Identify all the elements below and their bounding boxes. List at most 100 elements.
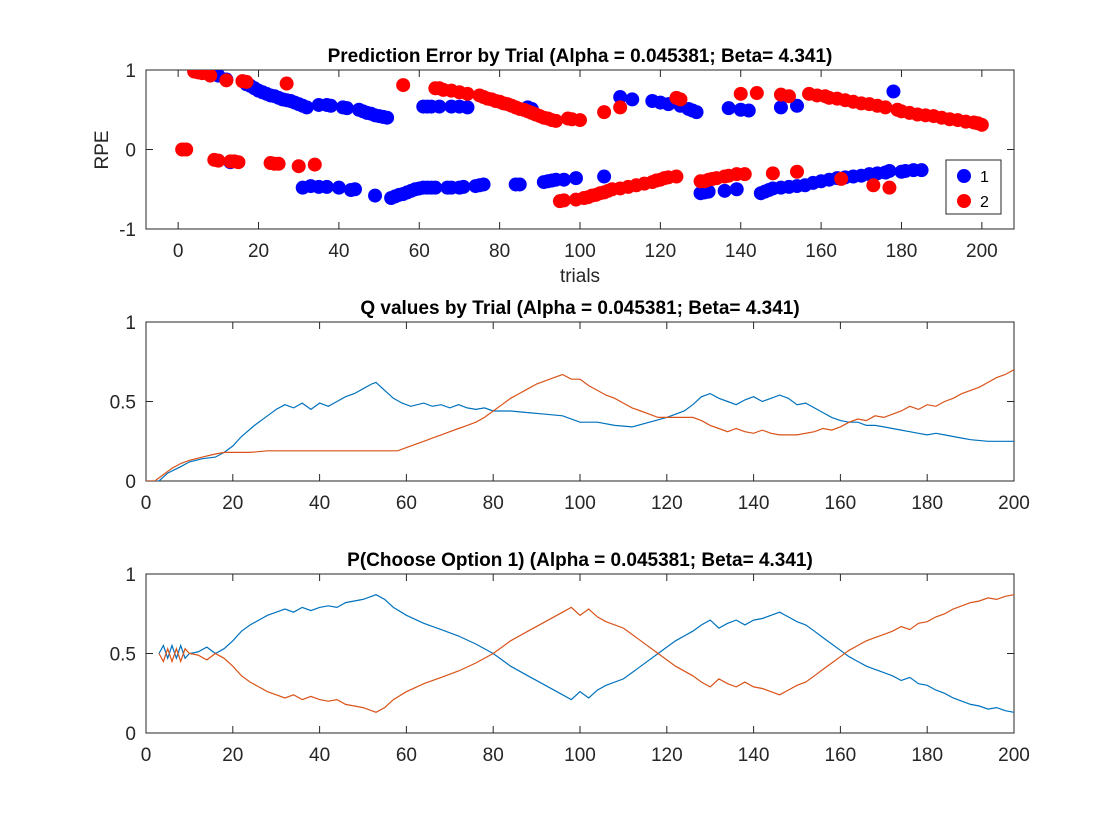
rpe-legend-marker-2	[957, 194, 971, 208]
rpe-series-2-point	[548, 113, 563, 128]
q-values-x-tick-label: 160	[825, 493, 857, 514]
rpe-x-tick-label: 20	[248, 241, 269, 262]
rpe-y-axis-label: RPE	[92, 130, 113, 169]
q-values-x-tick-label: 120	[651, 493, 683, 514]
p-choose-x-tick-label: 200	[998, 745, 1030, 766]
q-values-panel: Q values by Trial (Alpha = 0.045381; Bet…	[110, 298, 1030, 514]
p-choose-x-tick-label: 40	[309, 745, 330, 766]
rpe-x-axis-label: trials	[560, 266, 600, 287]
rpe-series-1-point	[428, 180, 443, 195]
q-values-plot-area	[146, 369, 1014, 481]
rpe-series-2-point	[834, 171, 849, 186]
rpe-series-2-point	[597, 105, 612, 120]
rpe-series-2-point	[974, 117, 989, 132]
rpe-series-2-point	[765, 166, 780, 181]
q-values-x-tick-label: 0	[141, 493, 152, 514]
rpe-series-1-point	[721, 101, 736, 116]
q-values-x-tick-label: 40	[309, 493, 330, 514]
rpe-legend-marker-1	[957, 169, 971, 183]
rpe-series-2-point	[239, 74, 254, 89]
q-values-series-1-line	[146, 381, 1014, 481]
q-values-y-tick-label: 0.5	[110, 393, 136, 414]
q-values-x-tick-label: 80	[483, 493, 504, 514]
rpe-x-tick-label: 40	[328, 241, 349, 262]
rpe-x-tick-label: 100	[564, 241, 596, 262]
rpe-series-2-point	[673, 92, 688, 107]
rpe-series-1-point	[456, 179, 471, 194]
q-values-x-tick-label: 200	[998, 493, 1030, 514]
rpe-series-1-point	[717, 183, 732, 198]
rpe-series-2-point	[749, 86, 764, 101]
p-choose-x-tick-label: 160	[825, 745, 857, 766]
p-choose-plot-area	[158, 594, 1014, 713]
rpe-x-tick-label: 180	[886, 241, 918, 262]
rpe-series-2-point	[271, 156, 286, 171]
rpe-panel: Prediction Error by Trial (Alpha = 0.045…	[92, 46, 1015, 287]
rpe-series-1-point	[568, 171, 583, 186]
rpe-series-2-point	[396, 78, 411, 93]
rpe-series-1-point	[914, 163, 929, 178]
rpe-series-1-point	[689, 105, 704, 120]
p-choose-y-tick-label: 0.5	[110, 645, 136, 666]
rpe-series-1-point	[790, 98, 804, 113]
rpe-series-2-point	[737, 167, 752, 182]
q-values-x-tick-label: 20	[222, 493, 243, 514]
q-values-axes-box	[145, 321, 1015, 482]
rpe-series-1-point	[432, 99, 447, 114]
q-values-y-tick-label: 1	[125, 313, 136, 334]
rpe-legend-label-2: 2	[980, 194, 989, 211]
p-choose-series-2-line	[158, 594, 1014, 713]
rpe-plot-area	[175, 70, 989, 209]
p-choose-y-tick-label: 1	[125, 565, 136, 586]
rpe-chart-title: Prediction Error by Trial (Alpha = 0.045…	[328, 46, 833, 67]
rpe-series-1-point	[323, 98, 338, 113]
p-choose-x-tick-label: 120	[651, 745, 683, 766]
p-choose-y-tick-label: 0	[125, 724, 136, 745]
rpe-x-tick-label: 60	[409, 241, 430, 262]
rpe-series-2-point	[781, 89, 796, 104]
rpe-series-2-point	[231, 155, 246, 170]
q-values-series-2-line	[146, 369, 1014, 481]
rpe-series-1-point	[380, 110, 395, 125]
rpe-series-1-point	[625, 92, 640, 107]
rpe-series-2-point	[573, 113, 587, 128]
rpe-x-tick-label: 80	[489, 241, 510, 262]
q-values-x-tick-label: 140	[738, 493, 770, 514]
rpe-series-1-point	[613, 90, 628, 105]
p-choose-x-tick-label: 140	[738, 745, 770, 766]
rpe-legend-label-1: 1	[980, 169, 989, 186]
rpe-series-2-point	[866, 178, 881, 193]
p-choose-axes-box	[145, 573, 1015, 734]
p-choose-x-tick-label: 100	[564, 745, 596, 766]
rpe-series-2-point	[291, 159, 306, 174]
rpe-series-2-point	[733, 86, 748, 101]
rpe-series-2-point	[279, 76, 294, 91]
rpe-series-2-point	[790, 164, 804, 179]
rpe-series-1-point	[347, 182, 362, 197]
q-values-chart-title: Q values by Trial (Alpha = 0.045381; Bet…	[360, 298, 799, 319]
rpe-series-2-point	[307, 157, 322, 172]
p-choose-x-tick-label: 20	[222, 745, 243, 766]
rpe-series-1-point	[882, 163, 897, 178]
rpe-y-tick-label: 1	[125, 61, 136, 82]
rpe-x-tick-label: 200	[966, 241, 998, 262]
rpe-series-1-point	[339, 101, 354, 116]
rpe-series-1-point	[331, 180, 346, 195]
q-values-x-tick-label: 100	[564, 493, 596, 514]
p-choose-chart-title: P(Choose Option 1) (Alpha = 0.045381; Be…	[347, 550, 813, 571]
rpe-series-1-point	[556, 172, 571, 187]
rpe-y-tick-label: -1	[119, 220, 136, 241]
rpe-series-2-point	[203, 70, 218, 83]
p-choose-x-tick-label: 80	[483, 745, 504, 766]
p-choose-x-tick-label: 180	[911, 745, 943, 766]
rpe-series-1-point	[773, 100, 788, 115]
rpe-x-tick-label: 140	[725, 241, 757, 262]
p-choose-panel: P(Choose Option 1) (Alpha = 0.045381; Be…	[110, 550, 1030, 766]
q-values-x-tick-label: 60	[396, 493, 417, 514]
rpe-x-tick-label: 160	[805, 241, 837, 262]
rpe-series-1-point	[597, 169, 612, 184]
rpe-series-1-point	[299, 100, 314, 115]
rpe-series-2-point	[460, 86, 475, 101]
rpe-series-1-point	[476, 177, 491, 192]
